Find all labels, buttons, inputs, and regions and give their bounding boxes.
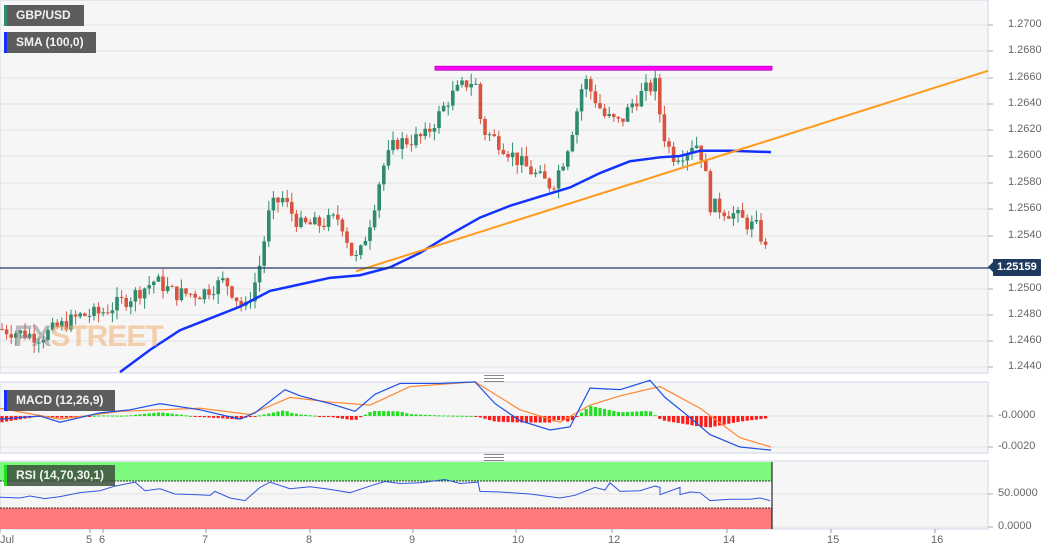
macd-tick-label: -0.0000 xyxy=(998,409,1036,421)
time-tick-label: 10 xyxy=(512,534,525,546)
sma-legend[interactable]: SMA (100,0) xyxy=(4,32,96,53)
fxstreet-watermark: FXSTREET xyxy=(14,320,164,354)
candlestick-series xyxy=(0,70,768,353)
sma-label: SMA (100,0) xyxy=(16,35,84,49)
macd-legend[interactable]: MACD (12,26,9) xyxy=(4,390,115,411)
watermark-fx: FX xyxy=(14,320,51,353)
time-tick-label: 14 xyxy=(723,534,736,546)
rsi-legend[interactable]: RSI (14,70,30,1) xyxy=(4,465,115,486)
price-tick-label: 1.2560 xyxy=(1008,202,1042,214)
main-price-pane[interactable] xyxy=(0,0,989,374)
last-price-tag: 1.25159 xyxy=(988,259,1041,276)
overlay-lines xyxy=(0,65,993,374)
time-tick-label: 16 xyxy=(931,534,944,546)
time-tick-label: 9 xyxy=(409,534,416,546)
price-tick-label: 1.2480 xyxy=(1008,308,1042,320)
symbol-legend[interactable]: GBP/USD xyxy=(4,5,84,26)
sma-color-marker xyxy=(4,32,7,53)
time-tick-label: 8 xyxy=(306,534,313,546)
price-tick-label: 1.2540 xyxy=(1008,229,1042,241)
symbol-label: GBP/USD xyxy=(16,8,71,22)
symbol-color-marker xyxy=(4,5,7,26)
axis-ticks xyxy=(0,24,993,533)
price-tick-label: 1.2460 xyxy=(1008,334,1042,346)
rsi-color-marker xyxy=(4,465,7,486)
watermark-street: STREET xyxy=(50,320,163,353)
rsi-series xyxy=(0,478,771,502)
price-tick-label: 1.2600 xyxy=(1008,149,1042,161)
rsi-tick-label: 0.0000 xyxy=(998,520,1032,532)
time-tick-label: 7 xyxy=(202,534,209,546)
rsi-label: RSI (14,70,30,1) xyxy=(16,468,105,482)
macd-label: MACD (12,26,9) xyxy=(16,393,104,407)
macd-color-marker xyxy=(4,390,7,411)
macd-pane-resize-handle[interactable] xyxy=(484,375,504,382)
time-tick-label: Jul xyxy=(0,534,15,546)
price-tick-label: 1.2660 xyxy=(1008,71,1042,83)
price-tick-label: 1.2440 xyxy=(1008,360,1042,372)
price-tick-label: 1.2580 xyxy=(1008,176,1042,188)
price-tick-label: 1.2680 xyxy=(1008,44,1042,56)
price-tick-label: 1.2640 xyxy=(1008,97,1042,109)
price-tick-label: 1.2620 xyxy=(1008,123,1042,135)
time-tick-label: 12 xyxy=(608,534,621,546)
time-tick-label: 6 xyxy=(99,534,106,546)
rsi-tick-label: 50.0000 xyxy=(998,487,1038,499)
time-tick-label: 15 xyxy=(827,534,840,546)
time-tick-label: 5 xyxy=(86,534,93,546)
price-tick-label: 1.2700 xyxy=(1008,18,1042,30)
price-tick-label: 1.2500 xyxy=(1008,282,1042,294)
macd-tick-label: -0.0020 xyxy=(998,440,1036,452)
rsi-pane-resize-handle[interactable] xyxy=(484,454,504,461)
macd-series xyxy=(0,379,772,451)
rsi-zones xyxy=(0,462,773,529)
